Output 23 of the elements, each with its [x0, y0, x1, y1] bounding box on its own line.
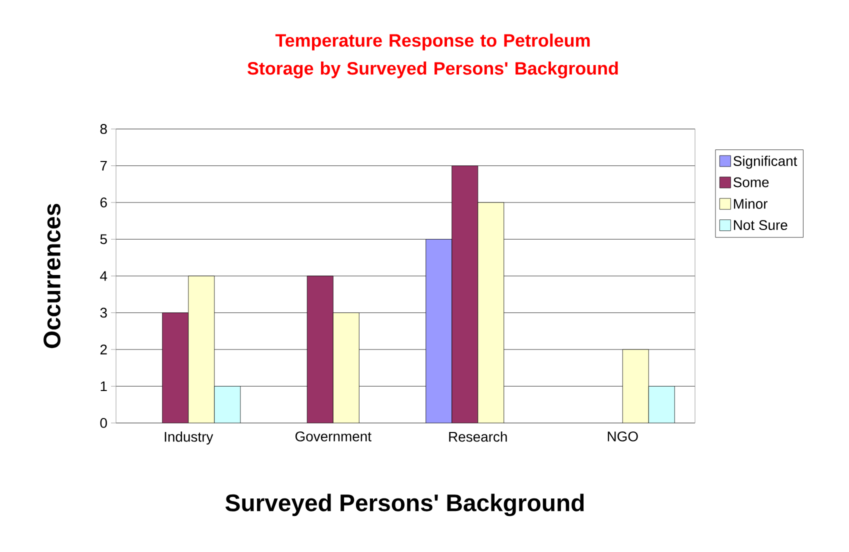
chart-title: Temperature Response to Petroleum Storage by Surveyed Persons' Background	[248, 34, 618, 78]
legend-label: Significant	[734, 156, 798, 169]
bar	[162, 312, 189, 423]
y-tick-label: 4	[100, 271, 108, 281]
y-tick-label: 6	[100, 198, 107, 208]
y-tick-label: 2	[100, 344, 107, 354]
x-tick-label: Government	[295, 431, 372, 442]
legend-label: Minor	[734, 198, 768, 209]
x-tick-label: NGO	[608, 431, 638, 442]
y-tick-label: 7	[100, 160, 107, 171]
x-tick-label: Research	[449, 432, 507, 442]
legend-label: Not Sure	[734, 220, 788, 230]
bar	[452, 166, 478, 423]
y-tick-label: 8	[100, 124, 107, 134]
y-tick-label: 0	[100, 418, 107, 428]
x-axis-title: Surveyed Persons' Background	[225, 494, 584, 516]
y-tick-label: 5	[100, 234, 107, 244]
legend-label: Some	[734, 177, 769, 188]
y-tick-label: 3	[100, 308, 107, 318]
x-tick-label: Industry	[164, 432, 214, 444]
y-tick-label: 1	[100, 381, 107, 392]
y-axis-title: Occurrences	[44, 204, 60, 348]
bar	[306, 276, 334, 423]
